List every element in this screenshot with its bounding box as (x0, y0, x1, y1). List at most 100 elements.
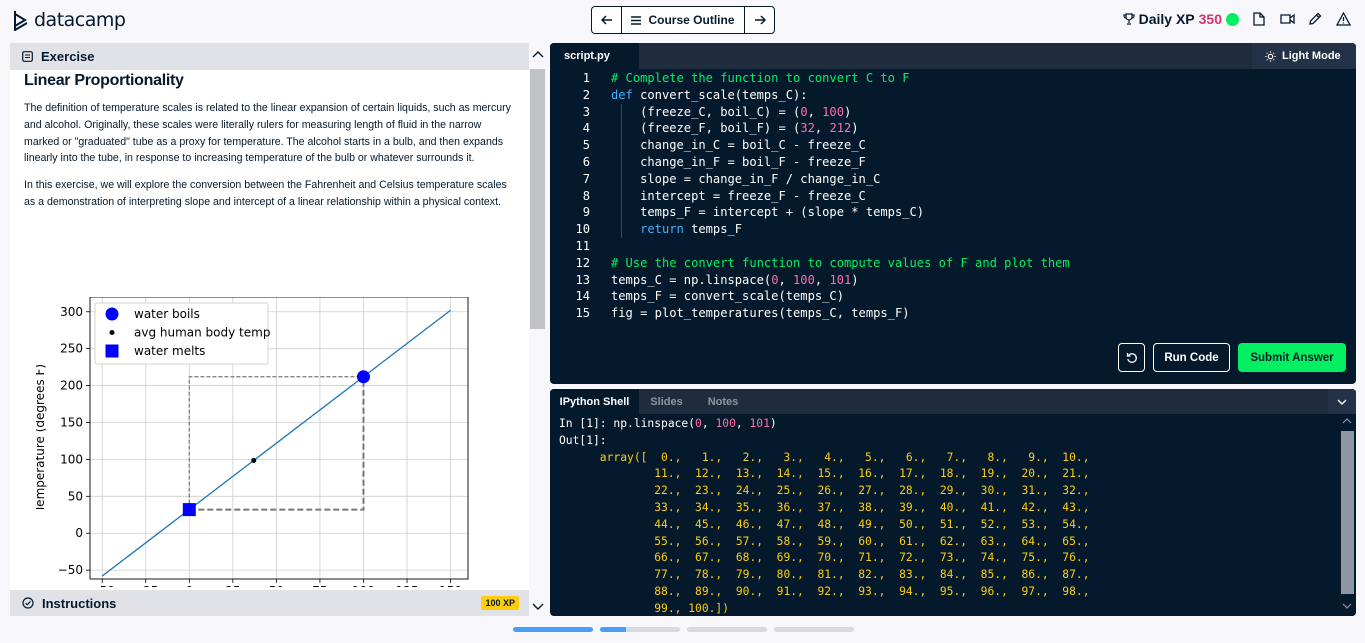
editor-actions: Run Code Submit Answer (1118, 343, 1346, 372)
chevron-up-icon[interactable] (532, 50, 544, 58)
y-tick-label: 100 (60, 452, 83, 466)
code-line[interactable]: 10 return temps_F (550, 221, 1356, 238)
x-tick-label: 50 (269, 584, 284, 587)
x-tick-label: 100 (352, 584, 375, 587)
tab-notes[interactable]: Notes (707, 395, 739, 408)
code-text: temps_C = np.linspace(0, 100, 101) (611, 272, 859, 287)
conversion-line (101, 309, 451, 577)
y-tick-label: −50 (58, 563, 83, 577)
code-line[interactable]: 8 intercept = freeze_F - freeze_C (550, 187, 1356, 205)
x-tick-label: −25 (133, 584, 158, 587)
light-mode-button[interactable]: Light Mode (1252, 43, 1356, 69)
shell-scrollbar[interactable] (1338, 414, 1356, 616)
exercise-title: Linear Proportionality (24, 72, 184, 89)
x-tick-label: 75 (312, 584, 327, 587)
editor-tabs: script.py Light Mode (550, 43, 1356, 69)
line-number: 13 (575, 272, 590, 287)
indent-guide (621, 204, 622, 222)
code-line[interactable]: 13 temps_C = np.linspace(0, 100, 101) (550, 272, 1356, 289)
shell-input-prompt: In [1]: (559, 417, 614, 430)
exercise-paragraph-1: The definition of temperature scales is … (24, 102, 511, 165)
code-text: slope = change_in_F / change_in_C (611, 171, 881, 186)
code-text: (freeze_F, boil_F) = (32, 212) (611, 121, 859, 136)
code-text: return temps_F (640, 222, 743, 237)
shell-tabs: IPython Shell Slides Notes (550, 389, 1356, 414)
shell-output-line: 44., 45., 46., 47., 48., 49., 50., 51., … (559, 517, 1090, 531)
line-number: 3 (582, 104, 590, 119)
code-line[interactable]: 7 slope = change_in_F / change_in_C (550, 170, 1356, 188)
code-line[interactable]: 3 (freeze_C, boil_C) = (0, 100) (550, 103, 1356, 121)
exercise-scrollbar-thumb[interactable] (530, 69, 545, 329)
check-circle-icon (22, 597, 34, 609)
code-text: (freeze_C, boil_C) = (0, 100) (611, 104, 852, 119)
y-tick-label: 250 (60, 342, 83, 356)
tab-slides[interactable]: Slides (650, 395, 683, 408)
video-icon[interactable] (1279, 11, 1295, 27)
reset-icon (1126, 352, 1137, 363)
shell-scrollbar-thumb[interactable] (1341, 431, 1354, 594)
chevron-up-icon[interactable] (1342, 418, 1352, 424)
y-tick-label: 0 (75, 526, 83, 540)
run-code-button[interactable]: Run Code (1153, 343, 1230, 372)
logo-text: datacamp (34, 9, 126, 31)
daily-xp[interactable]: Daily XP 350 (1123, 11, 1239, 27)
code-line[interactable]: 1 # Complete the function to convert C to… (550, 70, 1356, 87)
instructions-tab[interactable]: Instructions 100 XP (10, 590, 529, 616)
course-outline-button[interactable]: Course Outline (621, 7, 745, 33)
submit-answer-button[interactable]: Submit Answer (1238, 343, 1346, 372)
code-line[interactable]: 5 change_in_C = boil_C - freeze_C (550, 137, 1356, 154)
ipython-shell-panel: IPython Shell Slides Notes In [1]: np.li… (550, 389, 1356, 616)
tab-script-py[interactable]: script.py (550, 43, 639, 69)
datacamp-logo-icon (14, 11, 28, 31)
code-line[interactable]: 6 change_in_F = boil_F - freeze_F (550, 153, 1356, 171)
code-line[interactable]: 4 (freeze_F, boil_F) = (32, 212) (550, 120, 1356, 138)
xp-status-indicator (1226, 12, 1239, 26)
warning-icon[interactable] (1335, 11, 1351, 27)
legend-label: water boils (134, 307, 200, 321)
instructions-label: Instructions (42, 595, 117, 611)
tab-ipython-shell[interactable]: IPython Shell (550, 389, 639, 414)
next-exercise-button[interactable] (745, 7, 774, 33)
shell-output-line: 99., 100.]) (559, 601, 730, 615)
reset-code-button[interactable] (1118, 343, 1145, 372)
code-line[interactable]: 11 (550, 238, 1356, 255)
code-line[interactable]: 14 temps_F = convert_scale(temps_C) (550, 288, 1356, 305)
y-tick-label: 300 (60, 305, 83, 319)
shell-output[interactable]: In [1]: np.linspace(0, 100, 101) Out[1]:… (559, 416, 1090, 616)
shell-input-line: In [1]: np.linspace(0, 100, 101) (559, 417, 777, 430)
chevron-down-icon (1337, 399, 1347, 405)
collapse-shell-button[interactable] (1328, 389, 1356, 414)
previous-exercise-button[interactable] (592, 7, 621, 33)
code-text: temps_F = convert_scale(temps_C) (611, 289, 844, 304)
code-line[interactable]: 15 fig = plot_temperatures(temps_C, temps… (550, 305, 1356, 322)
top-bar: datacamp Course Outline Daily XP 350 (0, 0, 1365, 42)
daily-xp-label: Daily XP (1138, 11, 1195, 27)
chevron-down-icon[interactable] (1342, 603, 1352, 609)
menu-icon (631, 15, 642, 25)
pencil-icon[interactable] (1307, 11, 1323, 27)
legend-marker (109, 330, 115, 335)
daily-xp-value: 350 (1198, 11, 1222, 27)
temperature-plot: −50 −25 0 25 50 75 100 125 150 −50 0 50 100 150 200 250… (36, 297, 469, 587)
x-tick-label: 150 (439, 584, 462, 587)
code-line[interactable]: 9 temps_F = intercept + (slope * temps_C… (550, 204, 1356, 222)
shell-output-line: 33., 34., 35., 36., 37., 38., 39., 40., … (559, 500, 1090, 514)
line-number: 1 (582, 71, 590, 85)
indent-guide (621, 120, 622, 138)
line-number: 5 (582, 138, 590, 153)
shell-output-line: 66., 67., 68., 69., 70., 71., 72., 73., … (559, 551, 1090, 565)
code-line[interactable]: 2 def convert_scale(temps_C): (550, 87, 1356, 104)
code-line[interactable]: 12 # Use the convert function to compute … (550, 255, 1356, 272)
x-tick-label: 25 (225, 584, 240, 587)
chevron-down-icon[interactable] (532, 603, 544, 611)
shell-output-line: 77., 78., 79., 80., 81., 82., 83., 84., … (559, 568, 1090, 582)
exercise-tab[interactable]: Exercise (10, 43, 529, 70)
indent-guide (621, 103, 622, 121)
document-icon[interactable] (1251, 11, 1267, 27)
code-area[interactable]: 1 # Complete the function to convert C to… (550, 70, 1356, 322)
shell-output-line: 11., 12., 13., 14., 15., 16., 17., 18., … (559, 467, 1090, 481)
guide-line-thin (188, 376, 364, 510)
code-text: def convert_scale(temps_C): (611, 87, 808, 102)
datacamp-logo[interactable]: datacamp (12, 9, 126, 31)
exercise-scrollbar[interactable] (529, 43, 547, 616)
